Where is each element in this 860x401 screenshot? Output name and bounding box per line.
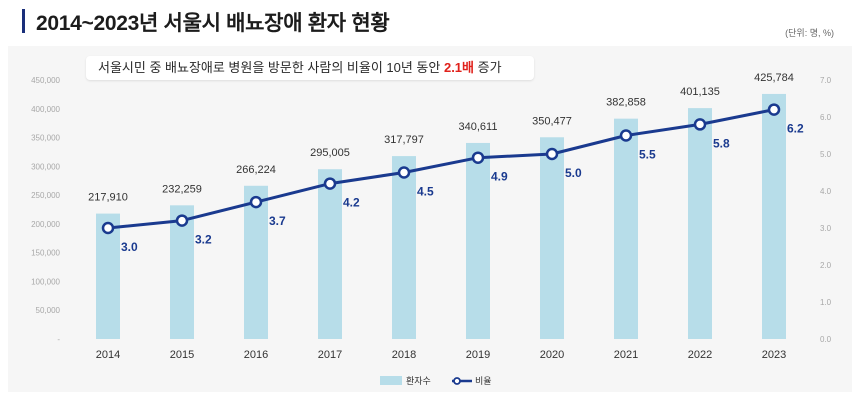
bar-value-label: 232,259 <box>162 183 202 195</box>
ratio-line <box>107 108 775 230</box>
bar-2018 <box>392 156 416 339</box>
ratio-value-label: 5.8 <box>713 136 730 150</box>
ratio-point-2015 <box>175 214 189 227</box>
ratio-value-label: 3.2 <box>195 233 212 247</box>
legend-bar-label: 환자수 <box>406 375 431 386</box>
x-tick-label: 2014 <box>96 349 120 361</box>
ratio-point-2022 <box>693 118 707 131</box>
y-left-tick-label: - <box>57 335 60 344</box>
y-right-tick-label: 3.0 <box>820 224 832 233</box>
ratio-point-2023 <box>767 103 781 116</box>
ratio-value-label: 5.0 <box>565 166 582 180</box>
y-left-tick-label: 450,000 <box>31 76 60 85</box>
legend-bar-swatch <box>380 376 402 385</box>
x-tick-label: 2020 <box>540 349 564 361</box>
ratio-point-2020 <box>545 147 559 161</box>
ratio-point-2019 <box>471 151 485 164</box>
ratio-value-label: 3.7 <box>269 214 286 228</box>
x-tick-label: 2019 <box>466 349 490 361</box>
y-left-tick-label: 250,000 <box>31 191 60 200</box>
x-tick-label: 2015 <box>170 349 194 361</box>
unit-label: (단위: 명, %) <box>785 28 834 38</box>
bar-value-label: 350,477 <box>532 115 572 127</box>
bar-value-label: 317,797 <box>384 134 424 146</box>
bar-value-label: 295,005 <box>310 147 350 159</box>
bar-2014 <box>96 213 120 339</box>
y-right-tick-label: 0.0 <box>820 335 832 344</box>
ratio-value-label: 4.9 <box>491 170 508 184</box>
bar-2022 <box>688 108 712 340</box>
y-left-tick-label: 200,000 <box>31 220 60 229</box>
ratio-value-label: 5.5 <box>639 148 656 162</box>
bar-value-label: 425,784 <box>754 72 794 84</box>
y-left-tick-label: 150,000 <box>31 249 60 258</box>
bar-2019 <box>466 142 490 339</box>
ratio-value-label: 6.2 <box>787 122 804 136</box>
bar-2017 <box>318 169 342 339</box>
ratio-value-label: 3.0 <box>121 240 138 254</box>
y-left-tick-label: 350,000 <box>31 134 60 143</box>
bar-value-label: 266,224 <box>236 164 276 176</box>
y-right-tick-label: 4.0 <box>820 187 832 196</box>
y-right-tick-label: 5.0 <box>820 150 832 159</box>
x-tick-label: 2022 <box>688 349 712 361</box>
legend-line-marker <box>453 377 461 385</box>
page-title: 2014~2023년 서울시 배뇨장애 환자 현황 <box>36 12 390 35</box>
ratio-value-label: 4.2 <box>343 196 360 210</box>
bar-value-label: 217,910 <box>88 192 128 204</box>
ratio-point-2016 <box>249 195 263 209</box>
callout-highlight: 2.1배 <box>443 60 475 75</box>
x-tick-label: 2018 <box>392 349 416 361</box>
bar-2021 <box>614 118 638 339</box>
x-tick-label: 2021 <box>614 349 638 361</box>
bar-2016 <box>244 185 268 339</box>
legend-line-label: 비율 <box>475 376 492 386</box>
bar-value-label: 401,135 <box>680 86 720 98</box>
ratio-point-2017 <box>323 177 337 190</box>
callout-text-end: 증가 <box>474 60 502 75</box>
y-left-tick-label: 50,000 <box>36 306 61 315</box>
title-accent-bar <box>22 9 25 33</box>
ratio-point-2014 <box>101 221 115 235</box>
callout-box: 서울시민 중 배뇨장애로 병원을 방문한 사람의 비율이 10년 동안 2.1배… <box>86 56 534 80</box>
bar-2020 <box>540 137 564 339</box>
x-tick-label: 2016 <box>244 349 268 361</box>
ratio-point-2018 <box>397 166 411 179</box>
bar-2023 <box>762 93 786 339</box>
x-tick-label: 2017 <box>318 349 342 361</box>
bar-value-label: 340,611 <box>459 121 498 133</box>
ratio-value-label: 4.5 <box>417 185 434 199</box>
ratio-point-2021 <box>619 129 633 142</box>
y-right-tick-label: 7.0 <box>820 76 832 85</box>
y-left-tick-label: 100,000 <box>31 277 60 286</box>
bar-value-label: 382,858 <box>606 97 646 109</box>
bar-2015 <box>170 205 194 339</box>
y-right-tick-label: 1.0 <box>820 298 832 307</box>
y-left-tick-label: 400,000 <box>31 105 60 114</box>
x-tick-label: 2023 <box>762 349 786 361</box>
y-left-tick-label: 300,000 <box>31 162 60 171</box>
callout-text: 서울시민 중 배뇨장애로 병원을 방문한 사람의 비율이 10년 동안 <box>98 60 444 75</box>
y-right-tick-label: 6.0 <box>820 113 832 122</box>
y-right-tick-label: 2.0 <box>820 261 832 270</box>
